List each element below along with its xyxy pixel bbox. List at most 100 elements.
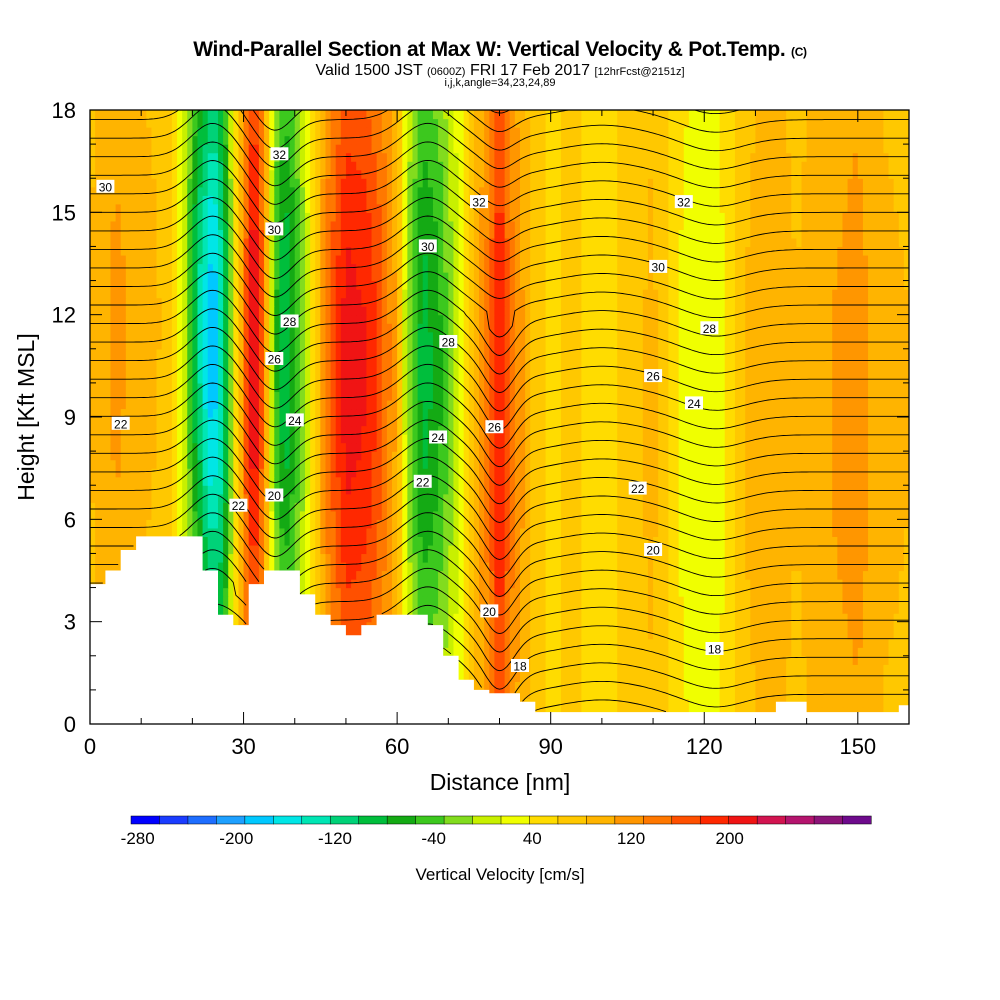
velocity-cell — [755, 493, 762, 503]
velocity-cell — [525, 519, 531, 529]
velocity-cell — [171, 502, 178, 512]
velocity-cell — [709, 621, 716, 631]
velocity-cell — [479, 502, 485, 512]
velocity-cell — [903, 468, 909, 478]
velocity-cell — [601, 561, 608, 572]
velocity-cell — [473, 655, 480, 665]
velocity-cell — [847, 630, 854, 640]
velocity-cell — [366, 476, 373, 486]
velocity-cell — [299, 544, 306, 555]
velocity-cell — [217, 451, 224, 461]
velocity-cell — [683, 553, 690, 563]
velocity-cell — [182, 485, 188, 495]
velocity-cell — [821, 579, 828, 589]
velocity-cell — [299, 485, 306, 495]
velocity-cell — [591, 468, 598, 478]
velocity-cell — [95, 502, 101, 512]
velocity-cell — [530, 621, 536, 631]
velocity-cell — [356, 536, 362, 546]
velocity-cell — [617, 536, 623, 546]
velocity-cell — [345, 527, 352, 537]
velocity-cell — [857, 613, 864, 623]
velocity-cell — [837, 485, 844, 495]
velocity-cell — [678, 553, 685, 563]
velocity-cell — [837, 579, 844, 589]
velocity-cell — [837, 681, 844, 691]
velocity-cell — [525, 596, 531, 606]
velocity-cell — [340, 519, 347, 529]
velocity-cell — [586, 681, 593, 691]
velocity-cell — [678, 468, 685, 478]
velocity-cell — [397, 510, 403, 520]
velocity-cell — [356, 579, 362, 589]
velocity-cell — [412, 544, 419, 555]
velocity-cell — [438, 476, 444, 486]
velocity-cell — [873, 655, 879, 665]
velocity-cell — [571, 587, 577, 597]
velocity-cell — [330, 596, 337, 606]
velocity-cell — [473, 485, 480, 495]
velocity-cell — [740, 587, 746, 597]
velocity-cell — [647, 672, 654, 682]
velocity-cell — [217, 476, 224, 486]
velocity-cell — [192, 527, 199, 537]
velocity-cell — [356, 544, 362, 555]
velocity-cell — [734, 493, 741, 503]
velocity-cell — [847, 647, 854, 657]
velocity-cell — [484, 536, 490, 546]
velocity-cell — [740, 596, 746, 606]
velocity-cell — [898, 544, 905, 555]
velocity-cell — [903, 596, 909, 606]
velocity-cell — [304, 570, 311, 580]
velocity-cell — [479, 638, 485, 648]
velocity-cell — [796, 519, 803, 529]
velocity-cell — [458, 493, 465, 503]
velocity-cell — [202, 561, 209, 572]
velocity-cell — [847, 655, 854, 665]
velocity-cell — [878, 681, 885, 691]
velocity-cell — [545, 570, 552, 580]
velocity-cell — [704, 468, 710, 478]
velocity-cell — [581, 519, 588, 529]
velocity-cell — [786, 519, 792, 529]
velocity-cell — [371, 468, 378, 478]
velocity-cell — [315, 493, 321, 503]
velocity-cell — [591, 596, 598, 606]
velocity-cell — [519, 672, 526, 682]
velocity-cell — [868, 681, 874, 691]
velocity-cell — [115, 561, 122, 572]
velocity-cell — [422, 536, 429, 546]
velocity-cell — [642, 510, 649, 520]
velocity-cell — [473, 630, 480, 640]
velocity-cell — [499, 459, 506, 469]
velocity-cell — [381, 587, 388, 597]
velocity-cell — [827, 579, 833, 589]
velocity-cell — [673, 476, 680, 486]
velocity-cell — [796, 502, 803, 512]
velocity-cell — [376, 596, 383, 606]
velocity-cell — [786, 553, 792, 563]
velocity-cell — [540, 587, 547, 597]
velocity-cell — [484, 519, 490, 529]
velocity-cell — [842, 638, 849, 648]
velocity-cell — [504, 519, 511, 529]
velocity-cell — [842, 570, 849, 580]
velocity-cell — [427, 613, 434, 623]
velocity-cell — [386, 536, 393, 546]
velocity-cell — [755, 561, 762, 572]
velocity-cell — [591, 587, 598, 597]
velocity-cell — [688, 544, 695, 555]
velocity-cell — [719, 596, 726, 606]
velocity-cell — [729, 536, 736, 546]
velocity-cell — [550, 510, 557, 520]
velocity-cell — [857, 544, 864, 555]
velocity-cell — [228, 536, 234, 546]
velocity-cell — [647, 621, 654, 631]
velocity-cell — [781, 664, 787, 674]
velocity-cell — [694, 638, 700, 648]
velocity-cell — [806, 527, 813, 537]
velocity-cell — [893, 706, 900, 717]
velocity-cell — [376, 485, 383, 495]
velocity-cell — [729, 527, 736, 537]
velocity-cell — [612, 485, 618, 495]
